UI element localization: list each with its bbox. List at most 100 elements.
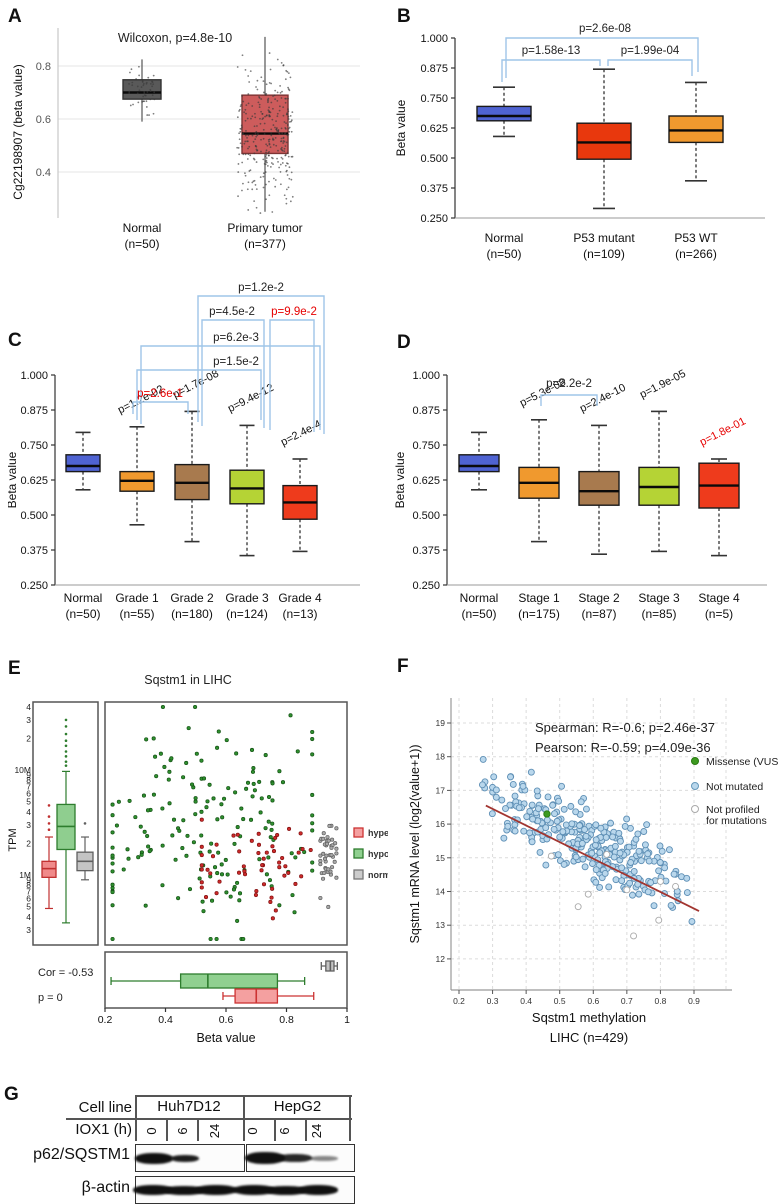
svg-text:2: 2 (26, 838, 31, 848)
svg-text:0.250: 0.250 (20, 580, 48, 592)
protein-band (195, 1185, 237, 1195)
svg-text:8: 8 (26, 775, 31, 785)
pvalue-bracket-label: p=1.99e-04 (621, 45, 680, 57)
pvalue-bracket-label: p=2.6e-08 (579, 23, 631, 35)
category-label: Normal (460, 591, 499, 605)
lane-divider (197, 1120, 199, 1141)
svg-text:3: 3 (26, 715, 31, 725)
panel-f-letter: F (397, 656, 409, 677)
svg-text:1.000: 1.000 (412, 370, 440, 382)
panel-c-boxplot: 1.000 0.875 0.750 0.625 0.500 0.375 0.250 Beta … (8, 282, 360, 621)
svg-text:0.875: 0.875 (420, 63, 448, 75)
svg-text:0.8: 0.8 (655, 996, 667, 1006)
svg-text:0.250: 0.250 (412, 580, 440, 592)
svg-text:0.4: 0.4 (36, 167, 51, 179)
svg-text:9: 9 (26, 770, 31, 780)
protein-band (164, 1185, 204, 1195)
svg-text:Beta value: Beta value (393, 451, 407, 508)
pvalue-label: p=2.4e-4 (279, 418, 323, 449)
svg-text:0.750: 0.750 (412, 440, 440, 452)
svg-text:0.375: 0.375 (20, 545, 48, 557)
category-label: Stage 4 (698, 591, 740, 605)
pvalue-bracket-label: p=1.58e-13 (522, 45, 581, 57)
protein-band (278, 1154, 312, 1162)
p62-blot-huh7d12 (135, 1144, 245, 1172)
panel-d: D 1.000 0.875 0.750 0.625 0.500 0.375 0.250 Bet… (389, 280, 774, 640)
svg-text:(n=50): (n=50) (65, 607, 100, 621)
svg-text:0.6: 0.6 (219, 1014, 234, 1026)
svg-text:19: 19 (436, 718, 446, 728)
svg-text:(n=50): (n=50) (124, 237, 159, 251)
x-axis-label: Beta value (196, 1031, 255, 1045)
pvalue-label: p=1.8e-01 (698, 415, 748, 448)
svg-text:0.6: 0.6 (587, 996, 599, 1006)
legend-not-mutated: Not mutated (706, 781, 763, 793)
category-label: P53 mutant (573, 231, 635, 245)
svg-text:15: 15 (436, 853, 446, 863)
category-label: Stage 1 (518, 591, 560, 605)
svg-text:16: 16 (436, 819, 446, 829)
pvalue-bracket-label: p=1.5e-2 (213, 356, 259, 368)
pvalue-label: p=9.4e-12 (226, 382, 276, 415)
legend-normal: normal (368, 870, 388, 880)
legend-not-profiled: Not profiled (706, 804, 760, 816)
svg-text:0.8: 0.8 (279, 1014, 294, 1026)
pvalue-bracket-label: p=2.2e-2 (546, 378, 592, 390)
lane-divider (305, 1120, 307, 1141)
p62-row-label: p62/SQSTM1 (33, 1146, 130, 1163)
svg-text:5: 5 (26, 902, 31, 912)
svg-text:0.250: 0.250 (420, 213, 448, 225)
svg-text:(n=175): (n=175) (518, 607, 560, 621)
svg-text:(n=50): (n=50) (486, 247, 521, 261)
protein-band (245, 1152, 285, 1164)
cell-hepg2: HepG2 (273, 1098, 322, 1115)
panel-g-letter: G (4, 1084, 19, 1105)
svg-text:0.500: 0.500 (412, 510, 440, 522)
svg-text:13: 13 (436, 920, 446, 930)
svg-text:17: 17 (436, 785, 446, 795)
svg-text:0.875: 0.875 (412, 405, 440, 417)
panel-f: F 12 13 14 15 16 17 18 19 0.2 0.3 0.4 0.5 0.6 0.7 0.8 0… (389, 648, 778, 1060)
svg-text:1: 1 (344, 1014, 350, 1026)
category-label: Normal (485, 231, 524, 245)
category-label: Grade 2 (170, 591, 214, 605)
panel-b-boxplot: 1.000 0.875 0.750 0.625 0.500 0.375 0.250 Beta … (394, 23, 765, 261)
svg-text:Beta value: Beta value (394, 99, 408, 156)
svg-text:4: 4 (26, 912, 31, 922)
svg-text:0.8: 0.8 (36, 61, 51, 73)
svg-text:(n=124): (n=124) (226, 607, 268, 621)
lane-time-3: 0 (245, 1127, 260, 1135)
svg-text:0.500: 0.500 (20, 510, 48, 522)
svg-text:Cg22198907 (beta value): Cg22198907 (beta value) (11, 64, 25, 199)
svg-text:0.6: 0.6 (36, 114, 51, 126)
category-label: Grade 3 (225, 591, 269, 605)
svg-text:5: 5 (26, 797, 31, 807)
svg-text:6: 6 (26, 893, 31, 903)
table-divider (349, 1095, 351, 1141)
svg-text:0.4: 0.4 (158, 1014, 173, 1026)
svg-text:0.500: 0.500 (420, 153, 448, 165)
panel-b-letter: B (397, 6, 411, 27)
svg-text:4: 4 (26, 807, 31, 817)
svg-text:(n=13): (n=13) (282, 607, 317, 621)
svg-text:0.7: 0.7 (621, 996, 633, 1006)
p62-blot-hepg2 (245, 1144, 355, 1172)
panel-b: B 1.000 0.875 0.750 0.625 0.500 0.375 0.250 Bet… (389, 4, 774, 280)
panel-e: E Sqstm1 in LIHC 4 3 2 10M 9 8 7 6 5 4 3 2 1M 9 8 7 6 5 4 3 T… (8, 650, 388, 1050)
svg-text:for mutations: for mutations (706, 815, 767, 827)
protein-band (298, 1185, 338, 1195)
panel-e-title: Sqstm1 in LIHC (144, 673, 232, 687)
protein-band (310, 1155, 338, 1161)
regression-line (485, 804, 700, 912)
lane-time-4: 6 (277, 1127, 292, 1135)
correlation-pvalue: p = 0 (38, 992, 63, 1004)
legend-hypo: hypo (368, 849, 388, 859)
table-divider (243, 1095, 245, 1141)
category-label: Grade 4 (278, 591, 322, 605)
cohort-label: LIHC (n=429) (550, 1030, 628, 1045)
table-mid-line (66, 1118, 352, 1120)
svg-text:0.2: 0.2 (98, 1014, 113, 1026)
cell-line-header: Cell line (78, 1099, 132, 1116)
svg-text:3: 3 (26, 820, 31, 830)
